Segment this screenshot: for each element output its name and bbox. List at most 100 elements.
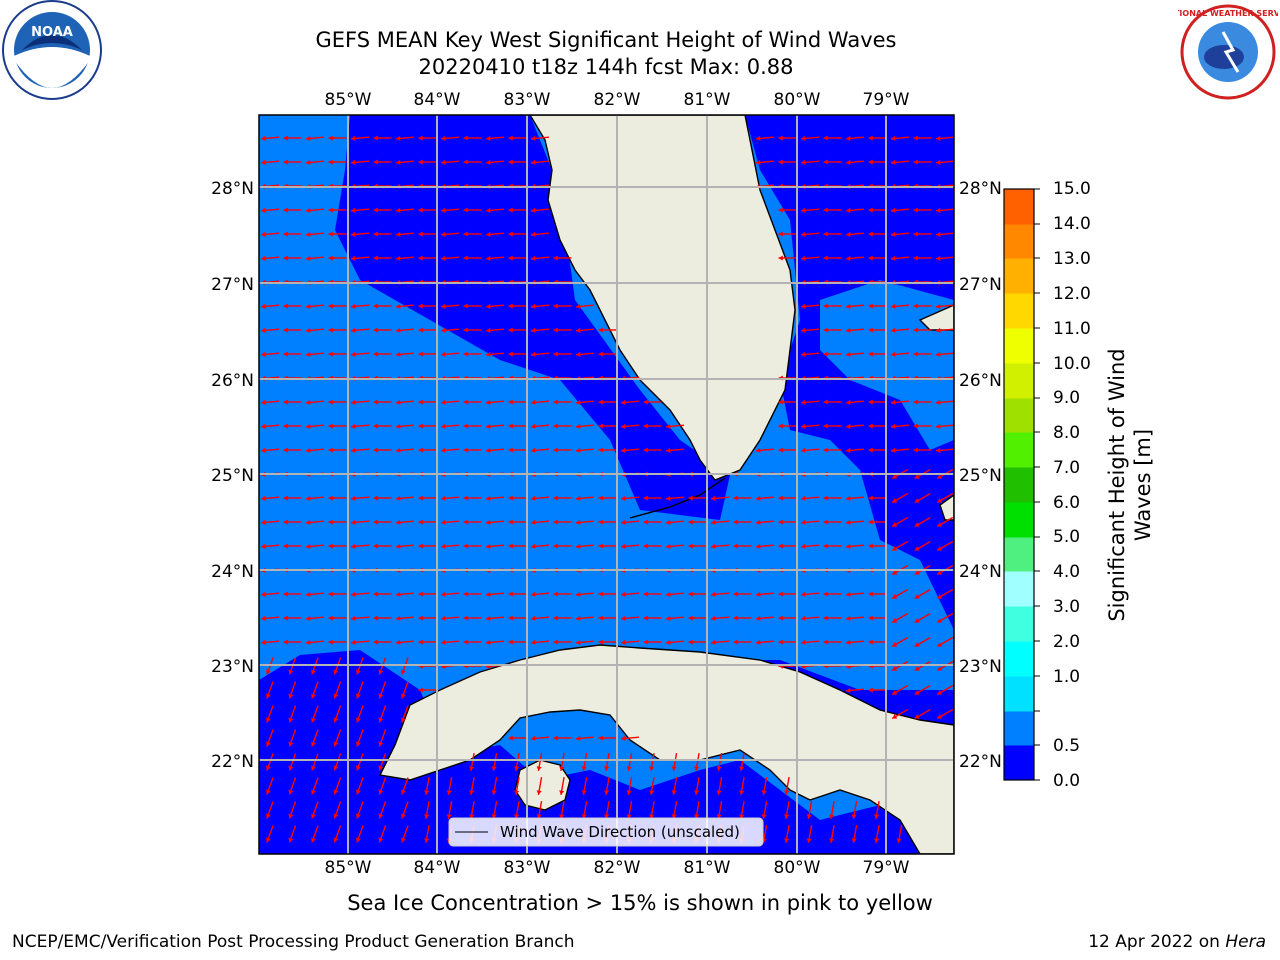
wave-arrow-head: [716, 766, 722, 771]
wave-arrow-head: [328, 591, 333, 597]
lat-label-right-23n: 23°N: [959, 657, 1002, 677]
lat-label-right-28n: 28°N: [959, 179, 1002, 199]
wave-arrow-head: [306, 447, 311, 453]
wave-arrow-head: [868, 231, 873, 237]
wave-arrow-head: [283, 135, 288, 141]
wave-arrow-head: [711, 543, 716, 549]
wave-arrow-head: [756, 639, 761, 645]
wave-arrow-head: [784, 790, 790, 795]
wave-arrow-head: [823, 327, 828, 333]
wave-arrow-head: [288, 789, 294, 795]
wave-arrow-head: [937, 642, 943, 647]
wave-arrow-head: [463, 399, 468, 405]
lat-label-right-25n: 25°N: [959, 466, 1002, 486]
wave-arrow-head: [688, 495, 693, 501]
wave-arrow-head: [531, 135, 536, 141]
wave-arrow-head: [846, 495, 851, 501]
wave-arrow-head: [778, 399, 783, 405]
wave-arrow-head: [373, 327, 378, 333]
wave-arrow-head: [396, 255, 401, 261]
wave-arrow-head: [418, 231, 423, 237]
wave-arrow-head: [355, 813, 361, 819]
lat-label-left-27n: 27°N: [211, 275, 254, 295]
wave-arrow-head: [531, 231, 536, 237]
wave-arrow-head: [846, 423, 851, 429]
wave-arrow-head: [508, 591, 513, 597]
wave-arrow-head: [936, 447, 941, 453]
colorbar-swatch: [1004, 467, 1034, 503]
wave-arrow-head: [868, 687, 873, 693]
wave-arrow-head: [604, 766, 610, 771]
wave-arrow-head: [373, 615, 378, 621]
wave-arrow-head: [801, 399, 806, 405]
wave-arrow-head: [531, 255, 536, 261]
wave-arrow-head: [666, 615, 671, 621]
wave-arrow-head: [756, 519, 761, 525]
wave-arrow-head: [778, 447, 783, 453]
wave-arrow-head: [306, 231, 311, 237]
wave-arrow-head: [891, 303, 896, 309]
wave-arrow-head: [418, 591, 423, 597]
wave-arrow-head: [508, 495, 513, 501]
wave-arrow-head: [621, 591, 626, 597]
wave-arrow-head: [643, 543, 648, 549]
wave-arrow-head: [891, 327, 896, 333]
wave-arrow-head: [418, 639, 423, 645]
wave-arrow-head: [598, 351, 603, 357]
wave-arrow-head: [400, 837, 406, 843]
wave-arrow-head: [396, 543, 401, 549]
wave-arrow-head: [351, 255, 356, 261]
wave-arrow-head: [553, 255, 558, 261]
wave-arrow-head: [288, 693, 294, 699]
lat-label-right-24n: 24°N: [959, 562, 1002, 582]
cuba-land: [378, 644, 954, 854]
wave-arrow-head: [559, 814, 565, 819]
colorbar: [1004, 189, 1034, 781]
wave-arrow-head: [937, 546, 943, 551]
wave-arrow-head: [868, 447, 873, 453]
colorbar-swatch: [1004, 676, 1034, 712]
footer-date: 12 Apr 2022 on Hera: [1088, 932, 1266, 952]
wave-arrow-head: [846, 255, 851, 261]
wave-arrow-head: [355, 765, 361, 771]
nws-logo: NATIONAL WEATHER SERVICE: [1162, 2, 1280, 102]
wave-arrow-head: [868, 543, 873, 549]
wave-arrow-head: [396, 351, 401, 357]
colorbar-swatch: [1004, 328, 1034, 364]
wave-arrow-head: [643, 591, 648, 597]
wave-arrow-head: [576, 591, 581, 597]
wave-arrow-head: [486, 207, 491, 213]
wave-arrow-head: [694, 790, 700, 795]
wave-arrow-head: [283, 399, 288, 405]
wave-arrow-head: [937, 474, 943, 479]
wave-arrow-head: [463, 639, 468, 645]
wave-arrow-head: [823, 423, 828, 429]
wave-arrow-head: [778, 543, 783, 549]
wave-arrow-head: [711, 639, 716, 645]
colorbar-swatch: [1004, 224, 1034, 259]
wave-arrow-head: [806, 838, 812, 843]
wave-arrow-head: [333, 669, 339, 675]
wave-arrow-head: [333, 741, 339, 747]
wave-arrow-head: [265, 669, 271, 675]
wave-arrow-head: [328, 159, 333, 165]
wave-arrow-head: [823, 519, 828, 525]
wave-arrow-head: [396, 159, 401, 165]
wave-arrow-head: [306, 399, 311, 405]
colorbar-swatch: [1004, 745, 1034, 781]
wave-arrow-head: [373, 591, 378, 597]
wave-arrow-head: [801, 255, 806, 261]
wave-arrow-head: [328, 303, 333, 309]
wave-arrow-head: [463, 159, 468, 165]
wave-arrow-head: [441, 639, 446, 645]
lon-label-bottom-85w: 85°W: [325, 858, 372, 878]
wave-arrow-head: [283, 423, 288, 429]
wave-arrow-head: [778, 615, 783, 621]
wave-arrow-head: [531, 303, 536, 309]
wave-arrow-head: [265, 813, 271, 819]
wave-arrow-head: [514, 790, 520, 795]
wave-arrow-head: [891, 447, 896, 453]
wave-arrow-head: [508, 159, 513, 165]
wave-arrow-head: [508, 255, 513, 261]
wave-arrow-head: [823, 351, 828, 357]
